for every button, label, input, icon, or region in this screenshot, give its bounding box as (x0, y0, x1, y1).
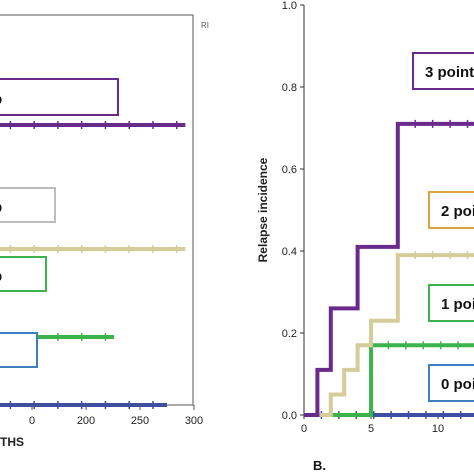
right-y-tick-label: 0.8 (282, 82, 297, 94)
right-series-line-1 (304, 253, 474, 417)
left-legend-box-2 (0, 256, 47, 292)
left-legend-box-1 (0, 187, 56, 223)
right-legend-label-1: 2 poi (441, 203, 474, 220)
panel-label-b: B. (313, 458, 326, 473)
right-legend-label-0: 3 point (425, 64, 474, 81)
left-x-tick-label: 250 (131, 415, 149, 427)
right-x-tick-label: 10 (432, 423, 444, 435)
right-y-tick-label: 0.6 (282, 164, 297, 176)
right-series-line-2 (304, 343, 474, 417)
right-chart-panel: 0.0 0.2 0.4 0.6 0.8 1.0 0 5 10 Relapse incidence 3… (256, 0, 474, 473)
left-x-tick-label: 300 (185, 415, 203, 427)
left-legend-label-0: 0% (0, 88, 2, 108)
right-series-line-0 (304, 121, 474, 417)
left-x-tick-label: 200 (77, 415, 95, 427)
right-legend-box-1 (428, 191, 474, 229)
right-y-tick-label: 0.2 (282, 328, 297, 340)
left-legend-box-0 (0, 78, 119, 116)
left-x-axis-title-fragment: THS (0, 435, 24, 449)
left-chart-panel: RI 0% 0%% 0 200 250 300 THS (0, 14, 209, 449)
left-corner-mark: RI (201, 21, 209, 30)
right-y-tick-label: 1.0 (282, 0, 297, 12)
right-legend-box-2 (428, 284, 474, 322)
right-y-axis-title: Relapse incidence (256, 157, 270, 262)
right-y-tick-label: 0.4 (282, 246, 297, 258)
right-y-tick-label: 0.0 (282, 410, 297, 422)
left-legend-box-3 (0, 332, 38, 368)
left-x-tick-label: 0 (29, 415, 35, 427)
right-x-tick-label: 0 (301, 423, 307, 435)
right-legend-label-2: 1 poi (441, 296, 474, 313)
left-legend-label-2: % (0, 265, 2, 285)
right-legend-box-0 (412, 52, 474, 90)
right-legend-box-3 (428, 364, 474, 402)
left-legend-label-1: 0% (0, 196, 2, 216)
right-x-tick-label: 5 (368, 423, 374, 435)
right-legend-label-3: 0 poi (441, 376, 474, 393)
